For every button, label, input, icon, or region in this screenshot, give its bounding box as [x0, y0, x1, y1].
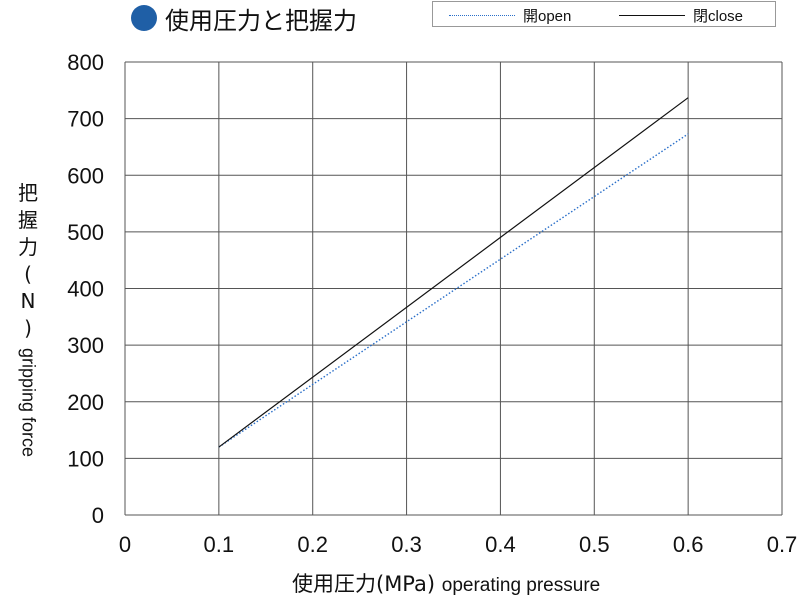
- title-bullet-icon: [131, 5, 157, 31]
- x-axis-label: 使用圧力(MPa) operating pressure: [292, 568, 600, 598]
- tick-labels: 0 0.1 0.2 0.3 0.4 0.5 0.6 0.7 0 100 200 300 400 500 60…: [67, 50, 797, 557]
- y-axis-label-cjk-3: (: [24, 262, 32, 286]
- y-axis-label: 把 握 力 ( N ) gripping force: [14, 180, 42, 457]
- y-axis-label-cjk-0: 把: [18, 181, 38, 205]
- series-line-open: [218, 133, 689, 448]
- x-tick-label: 0.6: [673, 532, 704, 557]
- x-tick-label: 0.3: [391, 532, 422, 557]
- grid-lines: [124, 61, 783, 516]
- y-tick-label: 200: [67, 390, 104, 415]
- x-tick-label: 0.1: [204, 532, 235, 557]
- y-tick-label: 0: [92, 503, 104, 528]
- y-axis-label-cjk-4: N: [20, 289, 36, 313]
- chart-title: 使用圧力と把握力: [131, 2, 357, 35]
- y-axis-label-cjk-2: 力: [18, 235, 38, 259]
- legend-item-close: 閉close: [619, 5, 743, 25]
- legend-label-close: 閉close: [693, 7, 744, 25]
- x-tick-label: 0.2: [297, 532, 328, 557]
- chart-title-text: 使用圧力と把握力: [165, 6, 357, 35]
- y-tick-label: 800: [67, 50, 104, 75]
- y-axis-label-cjk-5: ): [24, 316, 32, 340]
- legend-item-open: 開open: [449, 5, 571, 25]
- y-axis-label-en: gripping force: [18, 348, 39, 458]
- x-tick-label: 0: [119, 532, 131, 557]
- x-axis-label-cjk: 使用圧力(MPa): [292, 572, 436, 596]
- series-line-close: [218, 97, 689, 448]
- y-tick-label: 500: [67, 220, 104, 245]
- y-tick-label: 400: [67, 277, 104, 302]
- series-layer: [218, 97, 689, 448]
- y-tick-label: 300: [67, 333, 104, 358]
- legend-label-open: 開open: [523, 7, 572, 25]
- legend-swatch-open: [449, 14, 515, 16]
- y-axis-label-cjk-1: 握: [18, 208, 38, 232]
- y-tick-label: 600: [67, 163, 104, 188]
- x-axis-label-en: operating pressure: [441, 575, 601, 596]
- legend: 開open 閉close: [432, 1, 776, 27]
- x-tick-label: 0.5: [579, 532, 610, 557]
- y-tick-label: 100: [67, 446, 104, 471]
- legend-swatch-close: [619, 14, 685, 16]
- x-tick-label: 0.7: [767, 532, 798, 557]
- y-tick-label: 700: [67, 107, 104, 132]
- x-tick-label: 0.4: [485, 532, 516, 557]
